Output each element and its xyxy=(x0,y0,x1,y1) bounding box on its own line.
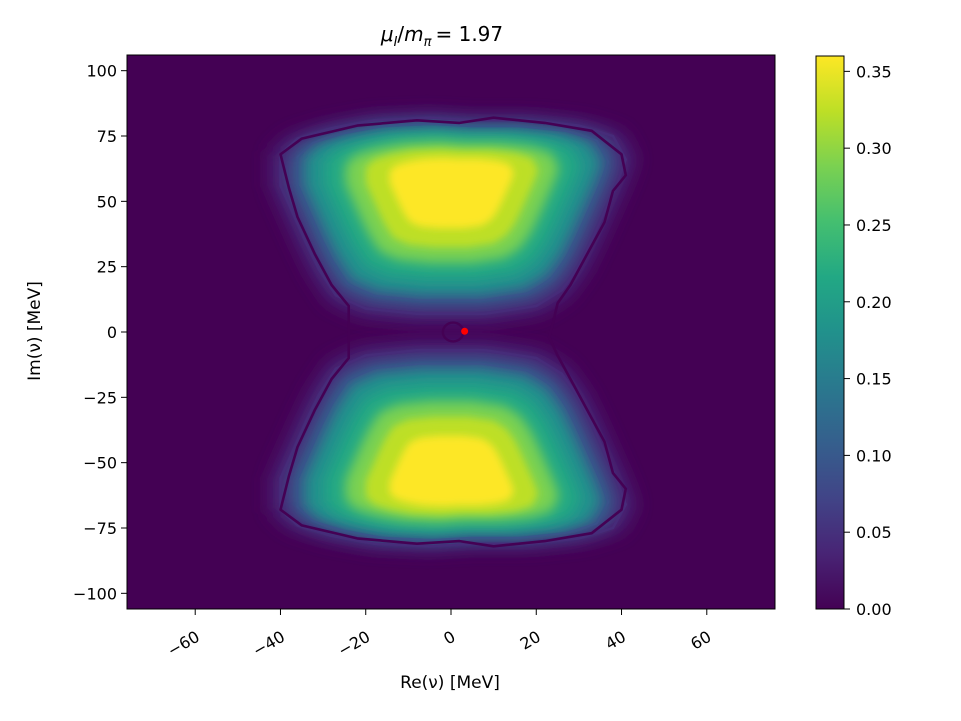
lobe-contour-inner xyxy=(296,122,610,302)
colorbar-tick-label: 0.15 xyxy=(856,370,892,389)
y-tick-label: −25 xyxy=(83,388,117,407)
x-tick-label: 20 xyxy=(517,627,544,654)
colorbar-tick-label: 0.30 xyxy=(856,139,892,158)
colorbar-tick-label: 0.35 xyxy=(856,62,892,81)
colorbar-gradient xyxy=(816,56,844,609)
lobe-contour xyxy=(279,349,628,548)
y-tick-label: 100 xyxy=(86,62,117,81)
y-axis: −100 −75 −50 −25 0 25 50 75 100 xyxy=(73,62,127,603)
x-axis: −60 −40 −20 0 20 40 60 xyxy=(164,609,714,660)
x-tick-label: 0 xyxy=(440,627,458,649)
y-tick-label: 75 xyxy=(97,127,117,146)
red-marker-point xyxy=(461,327,469,335)
density-level-6 xyxy=(389,157,514,229)
x-tick-label: 40 xyxy=(602,627,629,654)
colorbar: 0.00 0.05 0.10 0.15 0.20 0.25 0.30 0.35 xyxy=(815,55,892,619)
lobe-contour xyxy=(279,116,628,315)
y-tick-label: 50 xyxy=(97,192,117,211)
plot-area xyxy=(127,55,775,609)
x-axis-label: Re(ν) [MeV] xyxy=(400,673,500,693)
colorbar-tick-label: 0.10 xyxy=(856,446,892,465)
colorbar-tick-label: 0.00 xyxy=(856,600,892,619)
x-tick-label: −60 xyxy=(164,627,203,660)
y-tick-label: −75 xyxy=(83,519,117,538)
y-tick-label: −50 xyxy=(83,454,117,473)
y-tick-label: 0 xyxy=(107,323,117,342)
density-field xyxy=(270,114,637,550)
x-tick-label: −20 xyxy=(335,627,374,660)
density-lobe-upper xyxy=(270,114,637,322)
x-tick-label: −40 xyxy=(249,627,288,660)
y-tick-label: 25 xyxy=(97,258,117,277)
colorbar-tick-label: 0.05 xyxy=(856,523,892,542)
y-axis-label: Im(ν) [MeV] xyxy=(25,281,45,381)
outer-contour xyxy=(279,116,628,548)
colorbar-frame xyxy=(815,55,845,610)
x-tick-label: 60 xyxy=(687,627,714,654)
y-tick-label: −100 xyxy=(73,584,117,603)
colorbar-tick-label: 0.25 xyxy=(856,216,892,235)
colorbar-tick-label: 0.20 xyxy=(856,293,892,312)
density-lobe-lower xyxy=(270,342,637,550)
density-level-6 xyxy=(389,435,514,507)
lobe-contour-inner xyxy=(296,362,610,542)
colorbar-ticks: 0.00 0.05 0.10 0.15 0.20 0.25 0.30 0.35 xyxy=(844,62,892,619)
contours xyxy=(279,116,628,548)
chart-title: μI/mπ = 1.97 xyxy=(380,22,503,50)
